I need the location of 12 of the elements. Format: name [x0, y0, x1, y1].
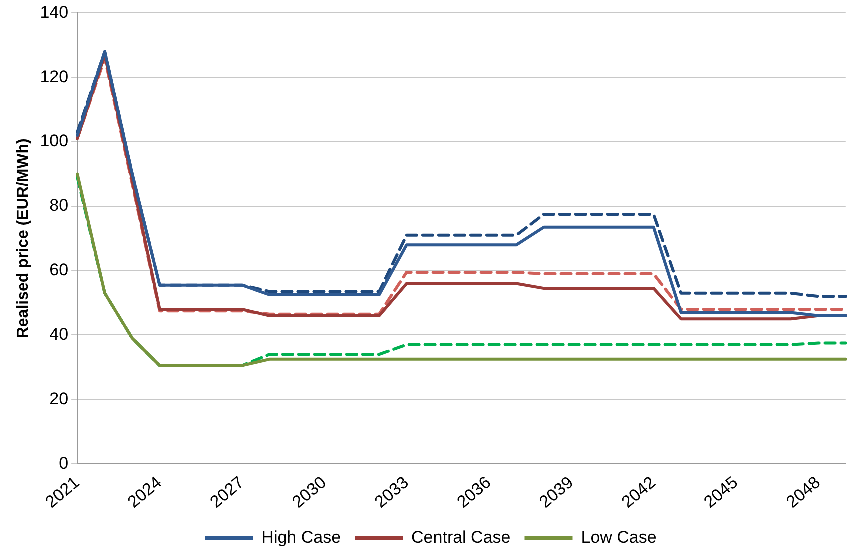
y-tick-label: 40	[50, 324, 69, 344]
legend-label: High Case	[262, 528, 342, 548]
y-tick-label: 20	[50, 389, 69, 408]
y-tick-label: 140	[40, 2, 69, 22]
y-tick-label: 0	[59, 454, 69, 473]
y-axis-title: Realised price (EUR/MWh)	[15, 138, 32, 339]
legend-label: Central Case	[412, 528, 511, 548]
y-tick-label: 120	[40, 67, 69, 86]
legend-label: Low Case	[581, 528, 657, 548]
y-tick-label: 80	[50, 196, 69, 216]
y-tick-label: 60	[50, 260, 69, 280]
y-tick-label: 100	[40, 132, 69, 151]
